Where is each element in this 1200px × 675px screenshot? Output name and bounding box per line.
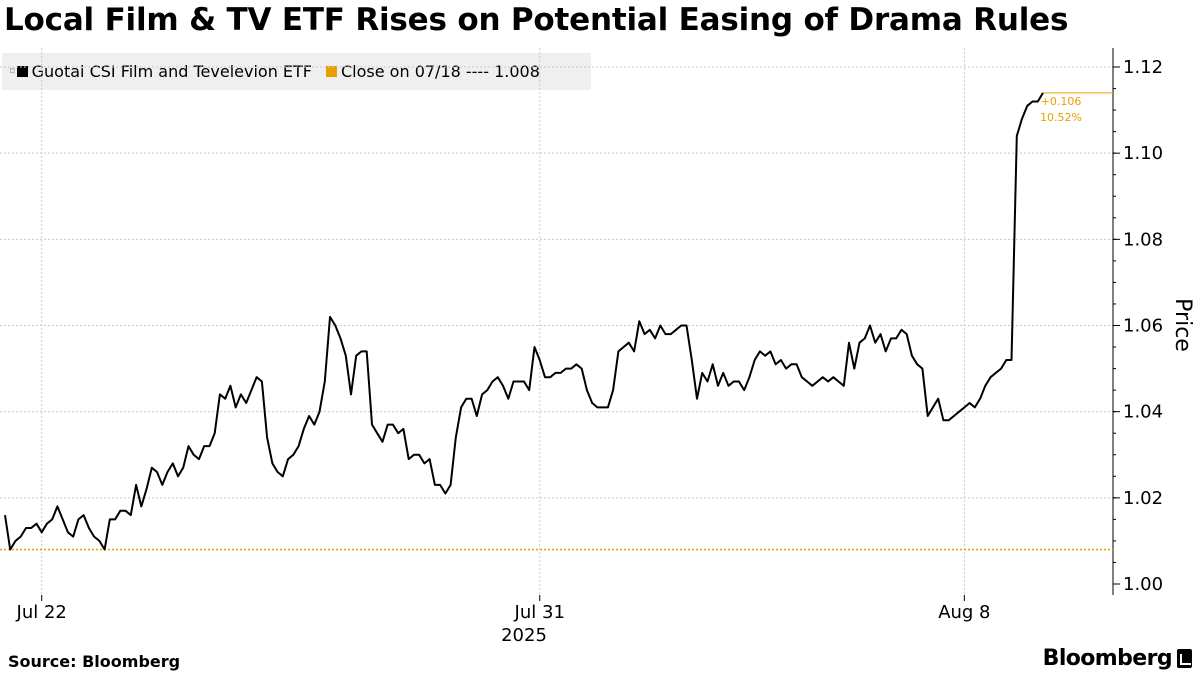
y-tick-label: 1.10	[1123, 143, 1163, 164]
chart-title: Local Film & TV ETF Rises on Potential E…	[4, 2, 1069, 38]
legend-item-close: Close on 07/18 ---- 1.008	[326, 62, 540, 81]
close-swatch	[326, 66, 337, 77]
bloomberg-logo: Bloomberg	[1043, 646, 1192, 671]
legend-close-label: Close on 07/18 ---- 1.008	[341, 62, 540, 81]
x-year-label: 2025	[501, 625, 547, 646]
percent-annotation: 10.52%	[1040, 111, 1082, 124]
series-line	[4, 92, 1044, 551]
x-tick-label: Jul 31	[514, 602, 565, 623]
y-tick-label: 1.08	[1123, 229, 1163, 250]
y-tick-label: 1.04	[1123, 402, 1163, 423]
grid-lines	[0, 48, 1113, 595]
legend-handle-icon: ⌑	[10, 66, 15, 77]
series-swatch	[16, 66, 28, 77]
change-annotation: +0.106	[1041, 95, 1082, 108]
y-tick-label: 1.06	[1123, 316, 1163, 337]
x-tick-label: Jul 22	[16, 602, 67, 623]
y-axis: 1.00 1.02 1.04 1.06 1.08 1.10 1.12 Price	[1112, 48, 1195, 595]
bloomberg-mark-icon	[1177, 649, 1192, 668]
y-tick-label: 1.12	[1123, 57, 1163, 78]
y-tick-label: 1.00	[1123, 574, 1163, 595]
y-axis-title: Price	[1170, 298, 1195, 352]
brand-text: Bloomberg	[1042, 646, 1173, 671]
source-note: Source: Bloomberg	[8, 652, 181, 671]
chart-marks: +0.106 10.52%	[0, 92, 1113, 551]
legend: ⌑ Guotai CSI Film and Tevelevion ETF Clo…	[2, 53, 591, 90]
x-tick-label: Aug 8	[938, 602, 990, 623]
y-tick-label: 1.02	[1123, 488, 1163, 509]
